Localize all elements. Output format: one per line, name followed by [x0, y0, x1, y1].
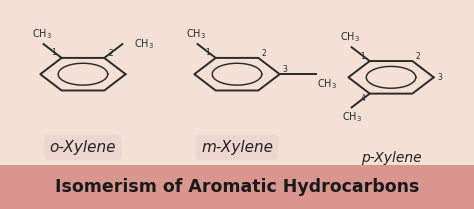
- Text: 2: 2: [261, 49, 266, 58]
- Text: o-Xylene: o-Xylene: [50, 140, 116, 155]
- Text: CH$_3$: CH$_3$: [32, 28, 52, 41]
- Text: CH$_3$: CH$_3$: [134, 37, 154, 51]
- Text: CH$_3$: CH$_3$: [340, 31, 360, 45]
- Text: CH$_3$: CH$_3$: [342, 110, 362, 124]
- Text: m-Xylene: m-Xylene: [201, 140, 273, 155]
- Text: CH$_3$: CH$_3$: [186, 28, 206, 41]
- Text: 1: 1: [360, 52, 365, 61]
- Text: p-Xylene: p-Xylene: [361, 151, 421, 165]
- Text: 1: 1: [51, 48, 56, 57]
- Text: 4: 4: [361, 94, 366, 103]
- Text: 1: 1: [205, 48, 210, 57]
- Text: 2: 2: [108, 49, 113, 58]
- Text: Isomerism of Aromatic Hydrocarbons: Isomerism of Aromatic Hydrocarbons: [55, 178, 419, 196]
- FancyBboxPatch shape: [0, 165, 474, 209]
- Text: CH$_3$: CH$_3$: [318, 77, 337, 91]
- Text: 2: 2: [415, 52, 420, 61]
- Text: 3: 3: [282, 65, 287, 74]
- Text: 3: 3: [437, 73, 442, 82]
